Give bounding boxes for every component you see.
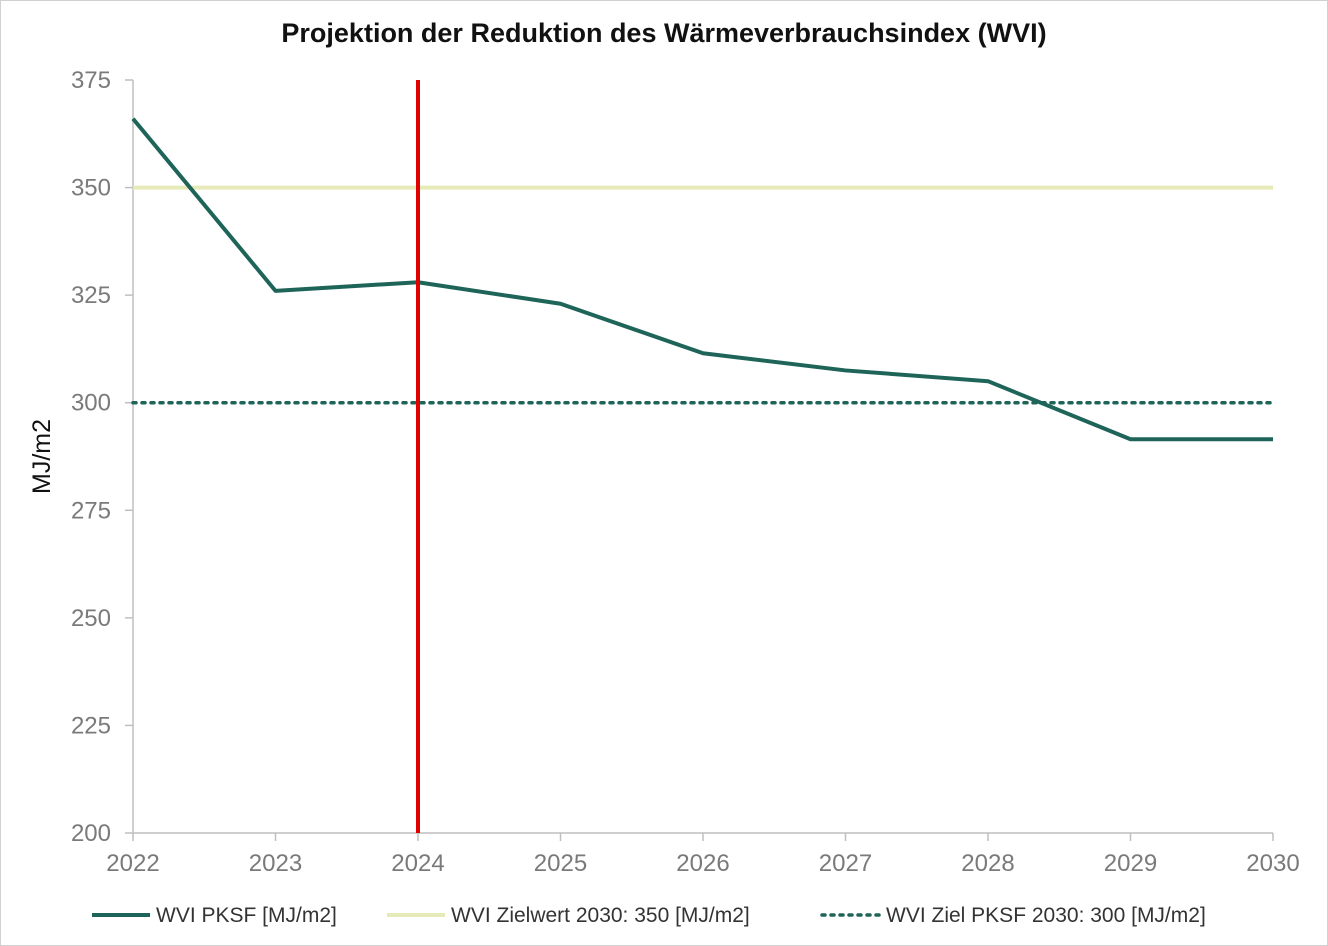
series-line-1 <box>131 117 1273 442</box>
legend: WVI PKSF [MJ/m2] WVI Zielwert 2030: 350 [… <box>92 904 1206 927</box>
x-tick-label: 2026 <box>676 850 729 877</box>
y-tick-label: 225 <box>71 712 111 739</box>
x-tick-label: 2030 <box>1246 850 1299 877</box>
y-tick-label: 275 <box>71 497 111 524</box>
chart-title: Projektion der Reduktion des Wärmeverbra… <box>281 18 1047 48</box>
legend-label-1: WVI PKSF [MJ/m2] <box>156 904 337 927</box>
x-tick-label: 2028 <box>961 850 1014 877</box>
x-tick-label: 2023 <box>249 850 302 877</box>
x-tick-label: 2029 <box>1104 850 1157 877</box>
y-tick-label: 250 <box>71 605 111 632</box>
y-tick-label: 375 <box>71 67 111 94</box>
x-tick-label: 2025 <box>534 850 587 877</box>
y-tick-label: 200 <box>71 820 111 847</box>
x-tick-label: 2022 <box>106 850 159 877</box>
x-tick-label: 2024 <box>391 850 444 877</box>
y-tick-label: 300 <box>71 390 111 417</box>
y-axis-title: MJ/m2 <box>28 419 56 494</box>
y-tick-label: 325 <box>71 282 111 309</box>
y-tick-label: 350 <box>71 175 111 202</box>
legend-label-2: WVI Zielwert 2030: 350 [MJ/m2] <box>451 904 750 927</box>
series-layer <box>131 80 1275 833</box>
x-tick-label: 2027 <box>819 850 872 877</box>
axes: 200 225 250 275 300 325 350 375 2022 2023 2024 2025… <box>28 67 1300 877</box>
legend-label-3: WVI Ziel PKSF 2030: 300 [MJ/m2] <box>886 904 1206 927</box>
